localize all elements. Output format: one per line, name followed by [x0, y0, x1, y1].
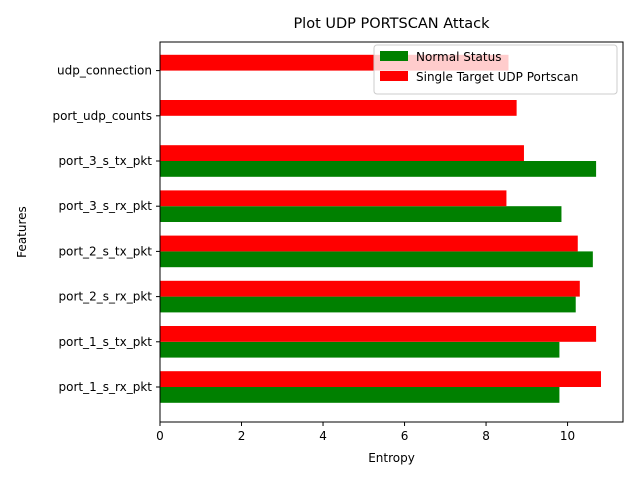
x-tick-label: 6	[401, 429, 409, 443]
x-tick-label: 10	[560, 429, 575, 443]
bar-portscan-port_1_s_rx_pkt	[160, 371, 601, 387]
legend-entry: Normal Status	[416, 50, 501, 64]
bar-normal-port_3_s_tx_pkt	[160, 161, 597, 177]
plot-area	[160, 54, 601, 403]
y-tick-label: port_2_s_rx_pkt	[59, 290, 153, 304]
y-tick-label: port_3_s_tx_pkt	[58, 154, 152, 168]
y-tick-label: port_2_s_tx_pkt	[58, 244, 152, 258]
x-tick-label: 4	[319, 429, 327, 443]
x-axis-label: Entropy	[368, 451, 415, 465]
bar-normal-port_2_s_rx_pkt	[160, 296, 576, 313]
bar-portscan-port_2_s_tx_pkt	[160, 235, 578, 252]
bar-portscan-port_2_s_rx_pkt	[160, 280, 580, 297]
chart-title: Plot UDP PORTSCAN Attack	[293, 16, 490, 32]
y-tick-label: port_udp_counts	[52, 109, 152, 123]
bar-normal-port_3_s_rx_pkt	[160, 206, 562, 222]
y-tick-label: port_3_s_rx_pkt	[59, 199, 153, 213]
x-tick-label: 0	[156, 429, 164, 443]
y-tick-label: port_1_s_rx_pkt	[59, 380, 153, 394]
bar-portscan-port_udp_counts	[160, 100, 517, 116]
y-tick-label: udp_connection	[57, 64, 152, 78]
bar-portscan-port_3_s_rx_pkt	[160, 190, 507, 207]
x-tick-label: 8	[482, 429, 490, 443]
plot-frame	[159, 41, 624, 423]
bar-portscan-port_1_s_tx_pkt	[160, 326, 597, 342]
y-axis-label: Features	[15, 206, 29, 258]
legend-swatch	[380, 71, 408, 81]
bar-normal-port_1_s_tx_pkt	[160, 341, 560, 358]
axes: 0 2 4 6 8 10 port_1_s_rx_pkt port_1_s_tx_pkt por…	[52, 41, 624, 443]
bar-normal-port_1_s_rx_pkt	[160, 387, 560, 403]
legend-box	[373, 44, 618, 95]
y-tick-label: port_1_s_tx_pkt	[58, 335, 152, 349]
bar-portscan-port_3_s_tx_pkt	[160, 145, 524, 161]
legend-swatch	[380, 51, 408, 61]
bar-normal-port_2_s_tx_pkt	[160, 251, 593, 268]
x-tick-label: 2	[238, 429, 246, 443]
legend: Normal Status Single Target UDP Portscan	[373, 44, 618, 95]
legend-entry: Single Target UDP Portscan	[416, 70, 578, 84]
